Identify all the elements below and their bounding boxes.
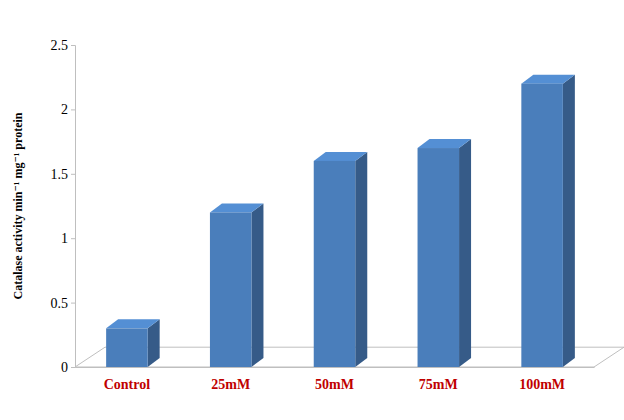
x-tick-label: 75mM: [419, 377, 458, 392]
x-tick-label: 50mM: [315, 377, 354, 392]
bar: [418, 148, 460, 367]
y-tick-mark: [71, 238, 75, 239]
y-tick-mark: [71, 45, 75, 46]
y-tick-mark: [71, 109, 75, 110]
bar-side: [355, 152, 367, 367]
bar: [314, 161, 356, 367]
y-tick-label: 1.5: [51, 167, 69, 182]
y-axis-title: Catalase activity min⁻¹ mg⁻¹ protein: [11, 112, 25, 299]
bar-side: [251, 203, 263, 367]
plot: 0 0.5 1 1.5 2 2.5 Control 25mM 50mM 75mM 100mM: [51, 38, 624, 392]
x-tick: Control: [104, 367, 151, 392]
x-tick-label: 25mM: [211, 377, 250, 392]
y-tick-label: 0: [61, 360, 68, 375]
y-tick-mark: [71, 174, 75, 175]
x-axis: Control 25mM 50mM 75mM 100mM: [76, 367, 595, 392]
x-tick-label: Control: [104, 377, 151, 392]
bar-top: [106, 319, 160, 328]
y-tick: 1.5: [51, 167, 76, 182]
bar-top: [418, 139, 472, 148]
y-tick-label: 0.5: [51, 296, 69, 311]
x-tick: 75mM: [419, 367, 458, 392]
y-tick-mark: [71, 367, 75, 368]
bar: [106, 328, 148, 367]
bar-side: [459, 139, 471, 367]
bar: [521, 84, 563, 367]
y-tick-label: 2.5: [51, 38, 69, 53]
bar-top: [210, 203, 264, 212]
x-axis-line: [76, 367, 595, 368]
x-tick: 25mM: [211, 367, 250, 392]
y-axis: 0 0.5 1 1.5 2 2.5: [51, 38, 76, 375]
y-tick-mark: [71, 303, 75, 304]
y-tick: 2.5: [51, 38, 76, 53]
y-tick-label: 2: [61, 102, 68, 117]
y-tick: 2: [61, 102, 75, 117]
x-tick: 100mM: [519, 367, 565, 392]
x-tick: 50mM: [315, 367, 354, 392]
bar-top: [314, 152, 368, 161]
bar-side: [563, 75, 575, 367]
bar-top: [521, 75, 575, 84]
bar: [210, 212, 252, 367]
chart: 0 0.5 1 1.5 2 2.5 Control 25mM 50mM 75mM 100mM Cata…: [0, 0, 624, 420]
x-tick-label: 100mM: [519, 377, 565, 392]
y-tick-label: 1: [61, 231, 68, 246]
y-tick: 1: [61, 231, 75, 246]
y-tick: 0: [61, 360, 75, 375]
y-tick: 0.5: [51, 296, 76, 311]
y-axis-line: [71, 46, 76, 368]
bars: [106, 75, 575, 367]
